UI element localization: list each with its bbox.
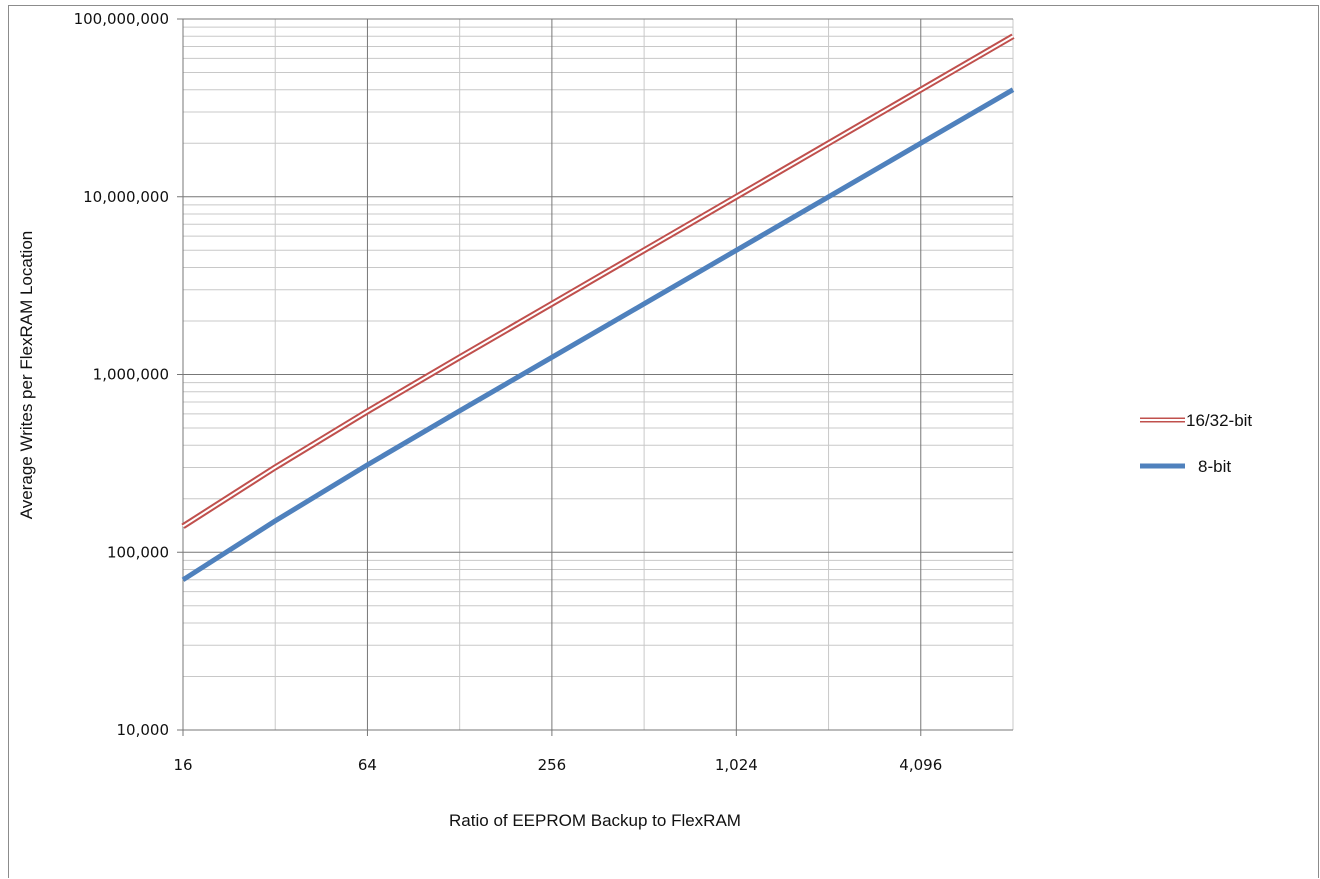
legend-item-16-32-bit: 16/32-bit	[1140, 411, 1252, 430]
y-tick-label: 100,000,000	[74, 10, 169, 28]
y-tick-label: 10,000,000	[83, 188, 169, 206]
x-tick-label: 256	[538, 756, 567, 774]
series-line-16-32-bit-inner	[182, 35, 1014, 528]
legend-item-8-bit: 8-bit	[1140, 457, 1231, 476]
y-axis-title: Average Writes per FlexRAM Location	[17, 231, 36, 520]
y-tick-label: 100,000	[107, 543, 169, 561]
series-line-8-bit	[181, 87, 1015, 582]
x-axis-title: Ratio of EEPROM Backup to FlexRAM	[449, 811, 741, 830]
x-tick-label: 64	[358, 756, 377, 774]
legend: 16/32-bit 8-bit	[1140, 411, 1252, 476]
y-tick-label: 1,000,000	[93, 366, 169, 384]
x-tick-label: 1,024	[715, 756, 758, 774]
legend-label-8-bit: 8-bit	[1198, 457, 1231, 476]
minor-grid	[183, 19, 1014, 730]
x-tick-label: 4,096	[899, 756, 942, 774]
tick-labels: 10,000 100,000 1,000,000 10,000,000 100,000,…	[74, 10, 943, 774]
x-tick-label: 16	[173, 756, 192, 774]
legend-label-16-32-bit: 16/32-bit	[1186, 411, 1252, 430]
chart-frame	[8, 5, 1319, 878]
series-line-16-32-bit	[181, 33, 1015, 529]
series-layer	[181, 33, 1015, 582]
y-tick-label: 10,000	[117, 721, 170, 739]
axes	[182, 19, 1013, 736]
